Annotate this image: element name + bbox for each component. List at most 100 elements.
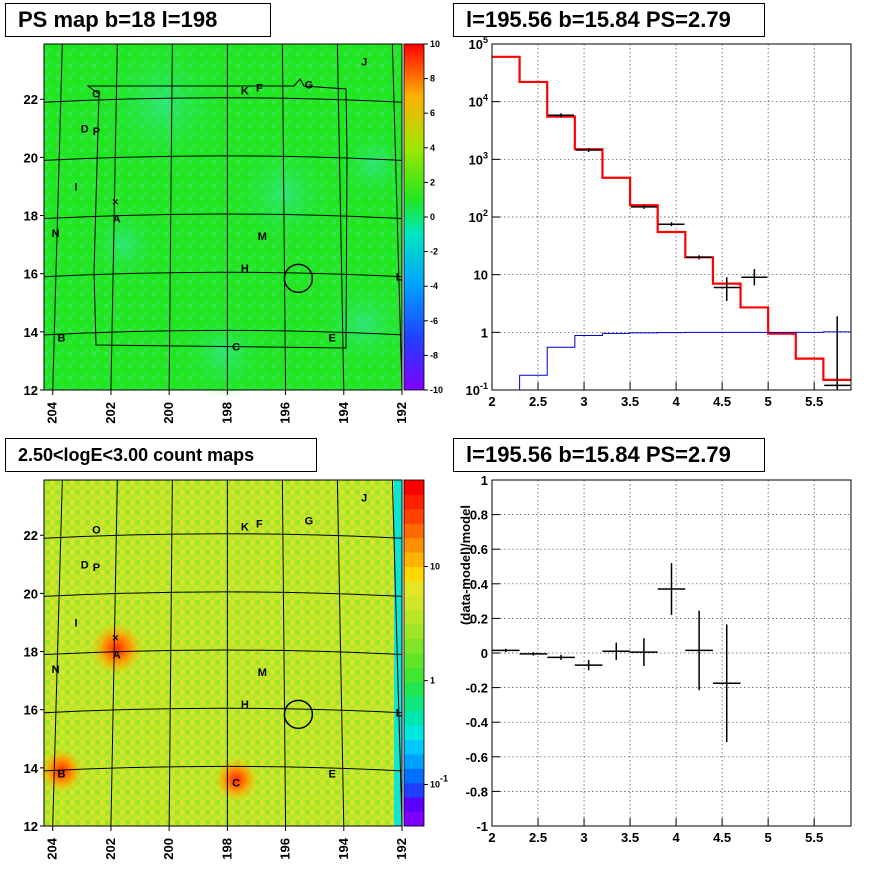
y-tick-label: -0.4 [466,715,489,730]
source-label: J [361,492,367,504]
colorbar-step [404,566,424,582]
latitude-gridline [43,213,403,220]
x-tick-label: 2.5 [529,830,547,845]
source-label: C [232,341,240,353]
longitude-gridline [168,479,173,827]
source-label: H [241,699,249,711]
map-variation [334,124,414,204]
x-tick-label: 204 [45,401,60,423]
source-label: P [93,562,100,574]
y-tick-label: 14 [24,325,39,340]
x-tick-label: 4 [672,830,680,845]
y-tick-label: 0.6 [470,542,488,557]
source-label: I [74,181,77,193]
y-tick-label: -1 [476,819,488,834]
colorbar-step [404,552,424,567]
y-tick-label: 20 [24,586,38,601]
colorbar-label: 6 [430,108,435,118]
x-tick-label: 202 [103,838,118,860]
y-tick-label: 0.4 [470,577,489,592]
x-tick-label: 2.5 [529,394,547,409]
source-label: A [113,649,121,661]
y-tick-label: 16 [24,267,38,282]
source-label: N [52,228,60,240]
colorbar-label: -8 [430,350,438,360]
x-tick-label: 5 [765,394,772,409]
colorbar-label: -2 [430,247,438,257]
longitude-gridline [281,479,287,827]
source-label: K [241,86,249,98]
x-tick-label: 196 [278,838,293,860]
latitude-gridline [43,329,403,336]
source-cross: × [112,196,118,208]
colorbar-label: 10-1 [430,773,448,789]
y-tick-label: 10 [474,268,488,283]
x-tick-label: 192 [394,402,409,424]
y-tick-label: 104 [469,93,488,110]
colorbar-step [404,768,424,784]
y-tick-label: 10-1 [466,381,488,398]
count-map-title: 2.50<logE<3.00 count maps [5,438,317,472]
x-tick-label: 2 [488,830,495,845]
y-tick-label: 103 [469,150,488,167]
colorbar-frame [403,479,425,827]
x-tick-label: 198 [219,838,234,860]
colorbar-frame [403,43,425,391]
x-tick-label: 202 [103,402,118,424]
source-label: E [328,769,335,781]
y-tick-label: 102 [469,208,488,225]
source-label: A [113,213,121,225]
source-label: B [57,333,65,345]
map-frame [43,479,403,827]
roi-boundary [86,78,348,349]
model-histogram [492,55,851,381]
x-tick-label: 4.5 [713,830,731,845]
ps-map-title: PS map b=18 l=198 [5,3,271,37]
latitude-gridline [43,649,403,656]
x-tick-label: 198 [219,402,234,424]
map-variation [179,309,269,399]
colorbar-step [404,595,424,611]
colorbar [404,44,424,390]
source-label: C [232,777,240,789]
y-axis-title: (data-model)/model [458,505,473,625]
source-label: E [328,333,335,345]
map-variation [84,204,164,284]
source-label: F [256,519,263,531]
x-tick-label: 5.5 [805,830,823,845]
colorbar-step [404,739,424,755]
x-tick-label: 194 [336,401,351,423]
x-tick-label: 3.5 [621,830,639,845]
x-tick-label: 196 [278,402,293,424]
colorbar-label: 1 [430,676,435,686]
latitude-gridline [43,155,403,161]
colorbar-label: 10 [430,562,440,572]
target-marker [283,263,314,294]
y-tick-label: -0.8 [466,784,488,799]
y-tick-label: -0.6 [466,750,488,765]
y-tick-label: 16 [24,703,38,718]
latitude-gridline [43,707,403,714]
longitude-gridline [168,43,173,391]
y-tick-label: 22 [24,92,38,107]
colorbar-step [404,753,424,769]
colorbar-step [404,653,424,668]
x-tick-label: 3.5 [621,394,639,409]
longitude-gridline [281,43,287,391]
y-tick-label: -0.2 [466,681,488,696]
source-label: G [305,80,314,92]
map-variation [314,274,414,374]
colorbar-step [404,580,424,596]
latitude-gridline [43,591,403,597]
colorbar-step [404,638,424,654]
colorbar-label: -10 [430,385,443,395]
spectrum-title: l=195.56 b=15.84 PS=2.79 [453,3,765,37]
colorbar-label: 2 [430,177,435,187]
y-tick-label: 0.2 [470,611,488,626]
y-tick-label: 1 [481,473,488,488]
residual-panel: 2 2.5 3 3.5 4 4.5 5 5.5 -1 -0.8 -0.6 -0.4 -0.2 0 0.2 0.… [458,473,852,845]
target-marker [283,699,314,730]
x-tick-label: 5 [765,830,772,845]
